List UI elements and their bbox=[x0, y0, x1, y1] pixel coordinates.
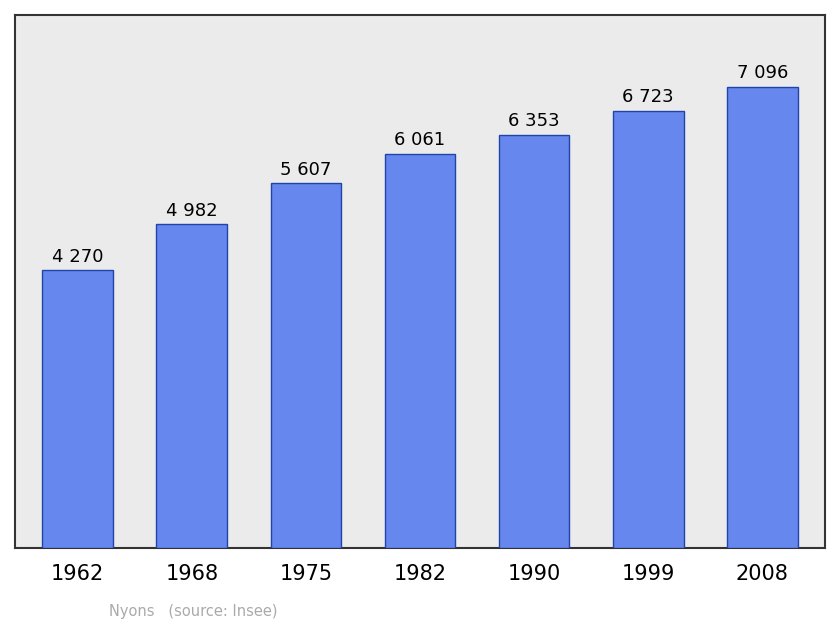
Text: 6 723: 6 723 bbox=[622, 88, 674, 107]
Bar bbox=[42, 270, 113, 548]
Text: 7 096: 7 096 bbox=[737, 64, 788, 82]
Bar bbox=[499, 135, 570, 548]
Text: 5 607: 5 607 bbox=[281, 161, 332, 179]
Text: 4 270: 4 270 bbox=[52, 248, 103, 266]
Text: 4 982: 4 982 bbox=[166, 201, 218, 219]
Bar bbox=[385, 154, 455, 548]
Text: Nyons   (source: Insee): Nyons (source: Insee) bbox=[109, 604, 278, 619]
Text: 6 353: 6 353 bbox=[508, 112, 560, 130]
Bar bbox=[727, 87, 798, 548]
Bar bbox=[613, 111, 684, 548]
Bar bbox=[156, 224, 227, 548]
Bar bbox=[270, 184, 341, 548]
Text: 6 061: 6 061 bbox=[395, 132, 445, 149]
